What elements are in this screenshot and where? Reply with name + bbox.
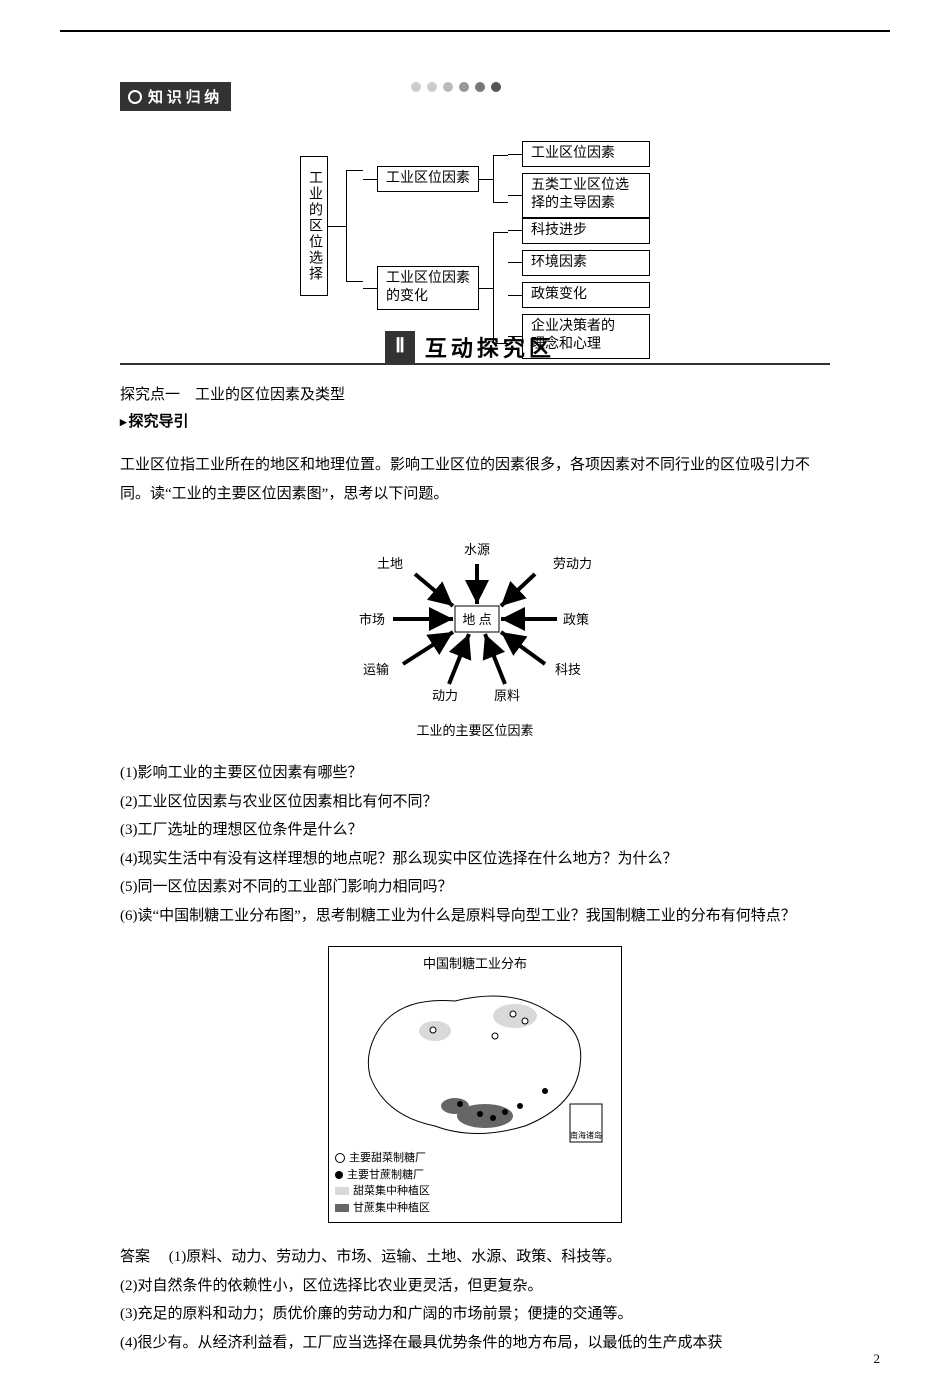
tree-branch-box: 工业区位因素 的变化 xyxy=(377,266,479,310)
question-item: (5)同一区位因素对不同的工业部门影响力相同吗？ xyxy=(120,873,830,902)
section-number: Ⅱ xyxy=(385,331,415,363)
answer-item: (3)充足的原料和动力；质优价廉的劳动力和广阔的市场前景；便捷的交通等。 xyxy=(120,1300,830,1329)
map-title: 中国制糖工业分布 xyxy=(335,953,615,972)
knowledge-summary-label: 知 识 归 纳 xyxy=(148,86,219,107)
question-item: (1)影响工业的主要区位因素有哪些？ xyxy=(120,759,830,788)
factor-label: 政策 xyxy=(563,612,589,627)
factor-label: 劳动力 xyxy=(553,556,592,571)
answers-label: 答案 xyxy=(120,1249,150,1265)
map-inset-label: 南海诸岛 xyxy=(570,1130,602,1140)
interaction-section-banner: Ⅱ 互动探究区 xyxy=(120,329,830,365)
answer-item: (2)对自然条件的依赖性小，区位选择比农业更灵活，但更复杂。 xyxy=(120,1272,830,1301)
tree-leaf-box: 环境因素 xyxy=(522,250,650,276)
legend-label: 主要甜菜制糖厂 xyxy=(349,1150,426,1167)
intro-paragraph: 工业区位指工业所在的地区和地理位置。影响工业区位的因素很多，各项因素对不同行业的… xyxy=(120,451,830,508)
answer-item: (1)原料、动力、劳动力、市场、运输、土地、水源、政策、科技等。 xyxy=(169,1249,622,1265)
china-sugar-map-figure: 中国制糖工业分布 南海诸岛 主要甜菜制糖厂 xyxy=(120,946,830,1223)
legend-label: 甜菜集中种植区 xyxy=(353,1183,430,1200)
factor-label: 原料 xyxy=(494,688,520,703)
legend-label: 主要甘蔗制糖厂 xyxy=(347,1167,424,1184)
legend-label: 甘蔗集中种植区 xyxy=(353,1200,430,1217)
tree-leaf-box: 工业区位因素 xyxy=(522,141,650,167)
question-item: (6)读“中国制糖工业分布图”，思考制糖工业为什么是原料导向型工业？我国制糖工业… xyxy=(120,902,830,931)
guide-label: 探究导引 xyxy=(120,410,830,431)
tree-leaf-box: 五类工业区位选 择的主导因素 xyxy=(522,173,650,217)
dot-icon xyxy=(443,82,453,92)
question-item: (3)工厂选址的理想区位条件是什么？ xyxy=(120,816,830,845)
china-map-svg: 南海诸岛 xyxy=(345,976,605,1146)
knowledge-summary-badge: 知 识 归 纳 xyxy=(120,82,231,111)
section-title: 互动探究区 xyxy=(415,331,565,363)
legend-dark-area-icon xyxy=(335,1204,349,1212)
dot-icon xyxy=(475,82,485,92)
center-label: 地 点 xyxy=(462,612,491,627)
tree-branch-box: 工业区位因素 xyxy=(377,166,479,192)
factors-diagram-svg: 地 点 水源 劳动力 政策 科技 原料 动力 运输 市场 土地 xyxy=(345,524,605,714)
page-number: 2 xyxy=(874,1351,881,1367)
factors-caption: 工业的主要区位因素 xyxy=(120,720,830,739)
dot-icon xyxy=(491,82,501,92)
factor-label: 动力 xyxy=(432,688,458,703)
map-legend: 主要甜菜制糖厂 主要甘蔗制糖厂 甜菜集中种植区 甘蔗集中种植区 xyxy=(335,1150,615,1216)
legend-filled-dot-icon xyxy=(335,1171,343,1179)
questions-block: (1)影响工业的主要区位因素有哪些？ (2)工业区位因素与农业区位因素相比有何不… xyxy=(120,759,830,930)
tree-leaf-box: 政策变化 xyxy=(522,282,650,308)
location-factors-figure: 地 点 水源 劳动力 政策 科技 原料 动力 运输 市场 土地 工业的主要区位因… xyxy=(120,524,830,739)
dot-icon xyxy=(427,82,437,92)
factor-label: 土地 xyxy=(377,556,403,571)
question-item: (2)工业区位因素与农业区位因素相比有何不同？ xyxy=(120,788,830,817)
dot-icon xyxy=(459,82,469,92)
factor-label: 运输 xyxy=(363,662,389,677)
answers-block: 答案 (1)原料、动力、劳动力、市场、运输、土地、水源、政策、科技等。 (2)对… xyxy=(120,1243,830,1357)
knowledge-summary-header: 知 识 归 纳 xyxy=(120,62,830,111)
factor-label: 市场 xyxy=(359,612,385,627)
topic-heading: 探究点一 工业的区位因素及类型 xyxy=(120,383,830,404)
factor-label: 水源 xyxy=(464,542,490,557)
decorative-dots xyxy=(411,82,501,92)
legend-open-dot-icon xyxy=(335,1153,345,1163)
question-item: (4)现实生活中有没有这样理想的地点呢？那么现实中区位选择在什么地方？为什么？ xyxy=(120,845,830,874)
factor-label: 科技 xyxy=(555,662,581,677)
concept-tree-diagram: 工业的区位选择 工业区位因素 工业区位因素 五类工业区位选 择的主导因素 工业区… xyxy=(120,141,830,311)
dot-icon xyxy=(411,82,421,92)
circle-icon xyxy=(128,90,142,104)
tree-root-box: 工业的区位选择 xyxy=(300,156,328,296)
answer-item: (4)很少有。从经济利益看，工厂应当选择在最具优势条件的地方布局，以最低的生产成… xyxy=(120,1329,830,1358)
legend-light-area-icon xyxy=(335,1187,349,1195)
tree-leaf-box: 科技进步 xyxy=(522,218,650,244)
